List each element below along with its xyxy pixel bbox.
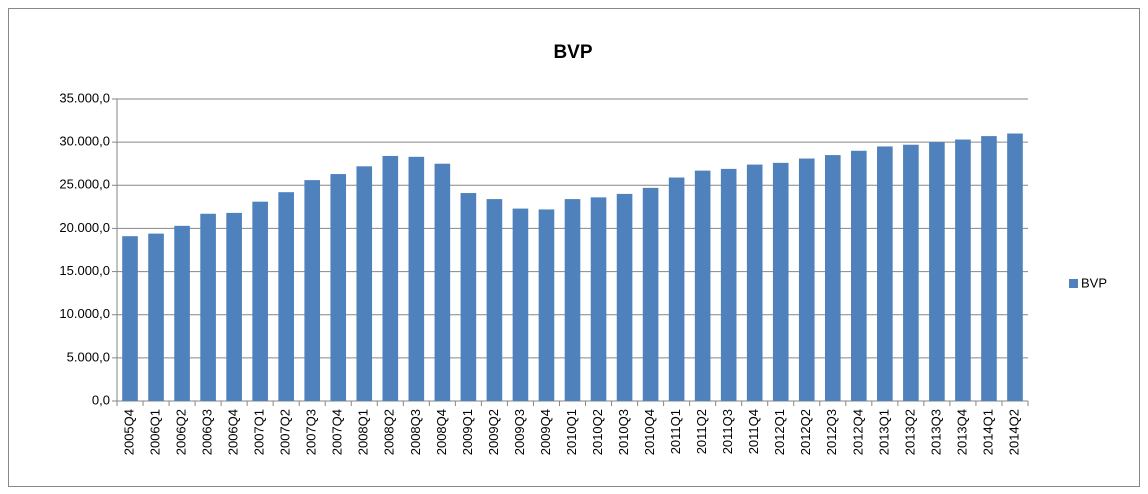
x-tick-label: 2009Q2 — [486, 409, 501, 455]
x-tick-label: 2008Q4 — [434, 409, 449, 455]
bar — [200, 213, 216, 401]
bar — [955, 139, 971, 401]
y-tick-label: 35.000,0 — [59, 90, 110, 105]
x-tick-label: 2007Q4 — [330, 409, 345, 455]
bar — [408, 156, 425, 401]
x-tick-label: 2006Q4 — [226, 409, 241, 455]
x-tick-label: 2008Q1 — [356, 409, 371, 455]
x-tick-label: 2013Q3 — [928, 409, 943, 455]
bar — [616, 193, 633, 401]
bar — [486, 199, 503, 401]
bar — [304, 180, 321, 401]
x-tick-label: 2012Q1 — [772, 409, 787, 455]
bar — [512, 208, 529, 401]
x-tick-label: 2011Q2 — [694, 409, 709, 454]
legend-label: BVP — [1081, 275, 1107, 290]
x-tick-label: 2010Q3 — [616, 409, 631, 455]
bar — [694, 170, 711, 401]
bar — [278, 192, 294, 401]
x-tick-label: 2010Q4 — [642, 409, 657, 455]
x-tick-label: 2011Q1 — [668, 409, 683, 454]
chart-title: BVP — [553, 42, 592, 63]
bar — [720, 168, 737, 401]
x-tick-label: 2006Q2 — [174, 409, 189, 455]
legend-swatch — [1069, 279, 1078, 288]
y-tick-label: 25.000,0 — [59, 177, 110, 192]
x-tick-label: 2013Q1 — [876, 409, 891, 455]
y-tick-label: 15.000,0 — [59, 263, 110, 278]
x-tick-label: 2007Q1 — [252, 409, 267, 455]
x-tick-label: 2006Q1 — [147, 409, 162, 455]
bar — [148, 233, 164, 401]
x-tick-label: 2009Q4 — [538, 409, 553, 455]
bar — [929, 142, 945, 401]
bar — [252, 201, 268, 401]
x-tick-label: 2009Q3 — [512, 409, 527, 455]
x-tick-label: 2013Q4 — [954, 409, 969, 455]
y-tick-label: 10.000,0 — [59, 306, 110, 321]
bar — [877, 146, 893, 401]
x-tick-label: 2014Q2 — [1006, 409, 1021, 455]
bar — [590, 197, 607, 401]
bar — [903, 144, 919, 401]
bar — [642, 187, 659, 401]
bar — [460, 193, 477, 401]
bar — [564, 199, 581, 401]
bar — [981, 136, 997, 402]
x-tick-label: 2012Q4 — [850, 409, 865, 455]
x-tick-label: 2007Q3 — [304, 409, 319, 455]
y-tick-label: 20.000,0 — [59, 220, 110, 235]
x-tick-label: 2011Q3 — [720, 409, 735, 454]
bar — [174, 225, 190, 401]
bar — [122, 236, 138, 401]
bar — [851, 150, 867, 401]
x-tick-label: 2009Q1 — [460, 409, 475, 455]
x-tick-label: 2011Q4 — [746, 409, 761, 454]
x-tick-label: 2010Q2 — [590, 409, 605, 455]
bar — [538, 209, 555, 401]
bar — [382, 155, 399, 401]
bar — [772, 162, 789, 401]
x-tick-label: 2008Q2 — [382, 409, 397, 455]
x-tick-label: 2005Q4 — [121, 409, 136, 455]
x-tick-label: 2008Q3 — [408, 409, 423, 455]
x-tick-label: 2010Q1 — [564, 409, 579, 455]
y-tick-label: 5.000,0 — [67, 349, 110, 364]
x-tick-label: 2013Q2 — [902, 409, 917, 455]
bar — [824, 155, 841, 401]
x-tick-label: 2012Q2 — [798, 409, 813, 455]
bar — [746, 164, 763, 401]
bar — [356, 166, 373, 401]
y-tick-label: 30.000,0 — [59, 134, 110, 149]
bar — [798, 158, 815, 401]
bar — [226, 212, 242, 401]
bar — [330, 174, 347, 401]
x-tick-label: 2007Q2 — [278, 409, 293, 455]
x-tick-label: 2014Q1 — [980, 409, 995, 455]
x-tick-label: 2012Q3 — [824, 409, 839, 455]
bar — [434, 163, 451, 401]
bar — [668, 177, 685, 401]
bar — [1007, 133, 1023, 401]
y-tick-label: 0,0 — [92, 392, 110, 407]
x-tick-label: 2006Q3 — [200, 409, 215, 455]
